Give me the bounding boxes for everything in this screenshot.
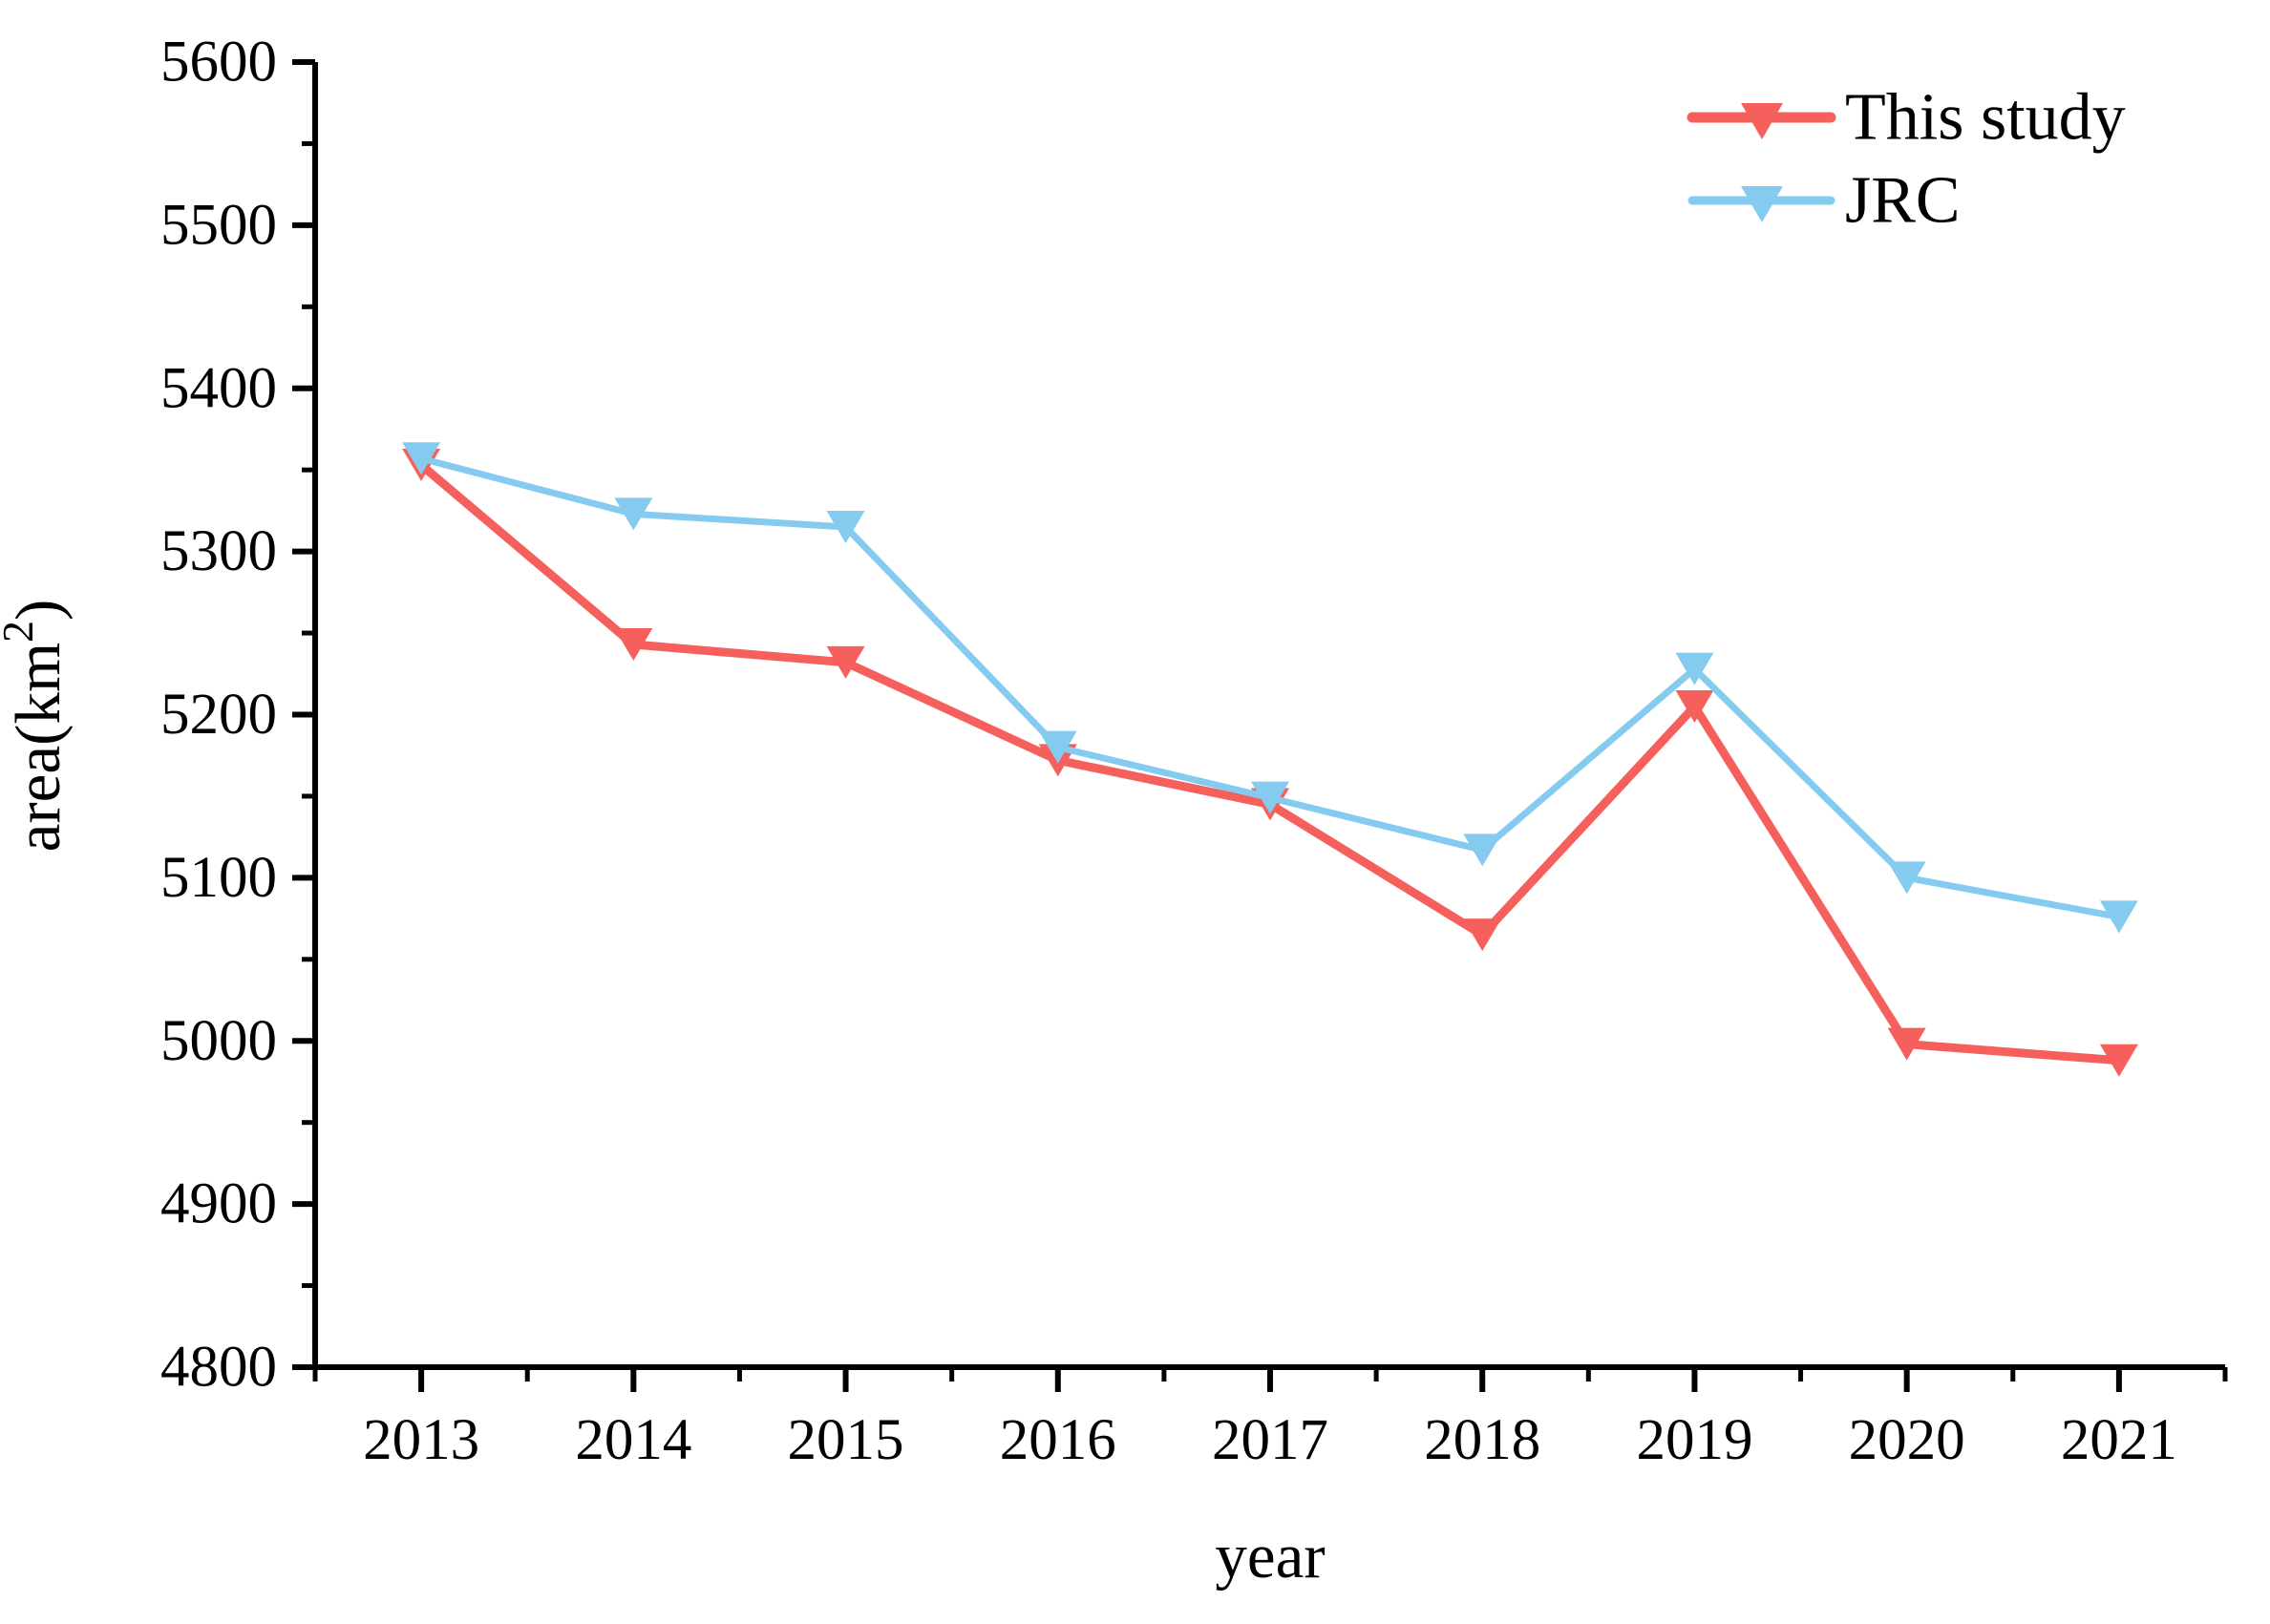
data-point-marker [614, 628, 653, 662]
x-tick-label: 2021 [2061, 1408, 2177, 1472]
data-point-marker [1675, 652, 1714, 685]
x-axis-title: year [1215, 1521, 1325, 1592]
series-line [416, 460, 2124, 1065]
x-tick-label: 2019 [1636, 1408, 1752, 1472]
y-tick-label: 5500 [160, 193, 277, 257]
data-point-marker [2099, 900, 2138, 934]
data-point-marker [826, 510, 865, 543]
legend-item-this-study: This study [1687, 81, 2126, 155]
data-point-marker [1675, 689, 1714, 723]
label-layer: 4800 4900 5000 5100 5200 5300 5400 5500 5600 2013… [0, 31, 2177, 1592]
data-point-marker [1463, 918, 1502, 952]
series-jrc [402, 442, 2138, 934]
data-point-marker [1251, 781, 1289, 814]
legend-item-jrc: JRC [1687, 164, 1961, 238]
x-tick-label: 2020 [1849, 1408, 1965, 1472]
legend: This study JRC [1687, 81, 2126, 238]
y-axis-title: area(km2) [0, 600, 74, 853]
y-tick-label: 4800 [160, 1336, 277, 1400]
legend-label: This study [1845, 81, 2126, 155]
series-line [417, 454, 2123, 920]
data-point-marker [402, 442, 441, 475]
axes-layer [292, 59, 2228, 1392]
y-tick-label: 4900 [160, 1172, 277, 1236]
series-this-study [402, 449, 2138, 1077]
y-tick-label: 5400 [160, 356, 277, 420]
data-point-marker [1463, 833, 1502, 867]
data-point-marker [1038, 730, 1077, 764]
y-tick-label: 5200 [160, 683, 277, 747]
data-point-marker [826, 645, 865, 679]
legend-marker [1741, 186, 1783, 222]
x-tick-label: 2016 [1000, 1408, 1116, 1472]
data-point-marker [1887, 1027, 1926, 1061]
y-tick-label: 5600 [160, 31, 277, 95]
y-tick-label: 5300 [160, 519, 277, 583]
x-tick-label: 2015 [788, 1408, 904, 1472]
data-point-marker [2099, 1044, 2138, 1077]
x-tick-label: 2018 [1424, 1408, 1540, 1472]
legend-label: JRC [1845, 164, 1961, 238]
data-point-marker [1887, 861, 1926, 895]
x-tick-label: 2013 [363, 1408, 479, 1472]
legend-marker [1741, 103, 1783, 139]
y-tick-label: 5000 [160, 1009, 277, 1073]
series-layer [402, 442, 2138, 1077]
x-tick-label: 2014 [575, 1408, 691, 1472]
y-tick-label: 5100 [160, 846, 277, 910]
data-point-marker [614, 497, 653, 531]
x-tick-label: 2017 [1212, 1408, 1328, 1472]
